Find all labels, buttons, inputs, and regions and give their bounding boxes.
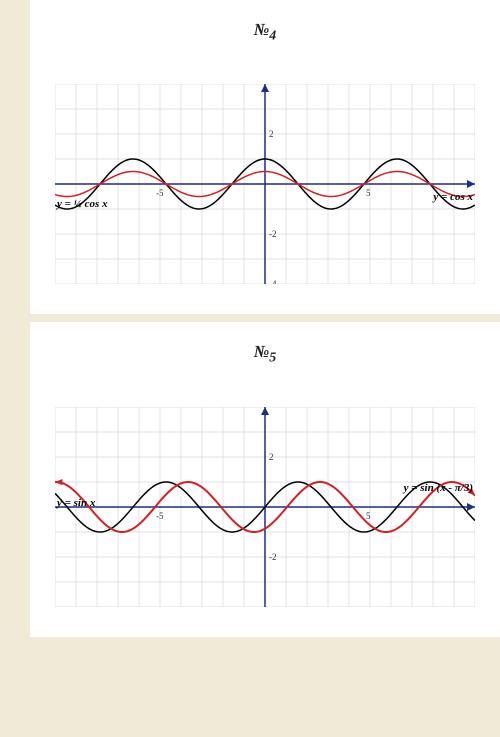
chart-svg: 2 -2 -5 5 — [55, 407, 475, 607]
chart-1: 2 -2 -5 5 y = sin x y = sin (x - π/3) — [55, 407, 475, 607]
svg-text:5: 5 — [366, 511, 371, 521]
page-1: №5 2-2-55y = sin xy = sin (x - π/3) — [30, 322, 500, 636]
svg-text:-5: -5 — [156, 188, 164, 198]
svg-text:2: 2 — [269, 129, 274, 139]
svg-text:-2: -2 — [269, 229, 277, 239]
curve-label-1-0: y = sin x — [57, 497, 95, 509]
curve-label-1-1: y = sin (x - π/3) — [404, 482, 473, 494]
page-0: №4 2 -2 -4 -5 5 y = cos x y = ½ cos x — [30, 0, 500, 314]
curve-label-0-1: y = ½ cos x — [57, 198, 108, 210]
svg-text:-4: -4 — [269, 279, 277, 284]
chart-svg: 2 -2 -4 -5 5 — [55, 84, 475, 284]
title-number: 5 — [269, 351, 276, 366]
title-number: 4 — [269, 28, 276, 43]
svg-text:5: 5 — [366, 188, 371, 198]
curve-label-0-0: y = cos x — [433, 191, 473, 203]
chart-0: 2 -2 -4 -5 5 y = cos x y = ½ cos x — [55, 84, 475, 284]
svg-text:2: 2 — [269, 452, 274, 462]
title-prefix: № — [254, 342, 270, 361]
title-prefix: № — [254, 20, 270, 39]
chart-title-0: №4 — [50, 20, 480, 44]
chart-title-1: №5 — [50, 342, 480, 366]
svg-text:-5: -5 — [156, 511, 164, 521]
svg-text:-2: -2 — [269, 552, 277, 562]
